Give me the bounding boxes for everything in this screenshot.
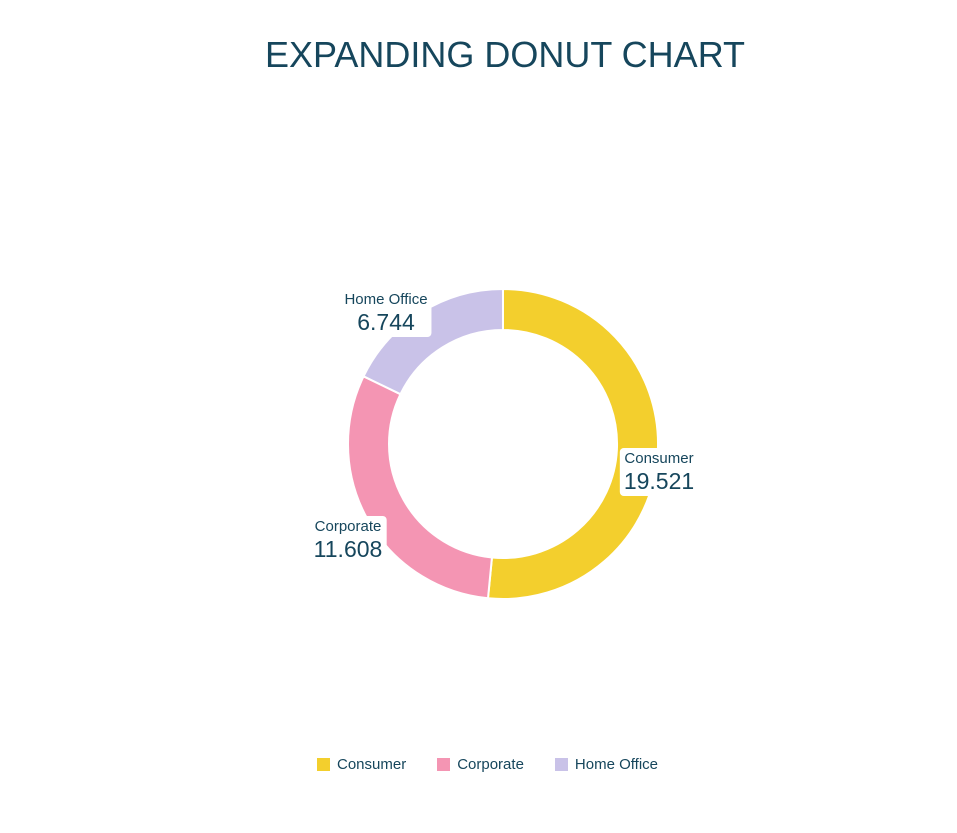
slice-category-name: Corporate bbox=[314, 518, 382, 535]
legend-label: Consumer bbox=[337, 756, 407, 773]
donut-slice-consumer[interactable] bbox=[486, 288, 659, 600]
slice-value: 11.608 bbox=[313, 536, 383, 562]
legend-swatch-home-office-icon bbox=[554, 758, 568, 771]
legend-item-home-office[interactable]: Home Office bbox=[554, 756, 658, 773]
chart-title: EXPANDING DONUT CHART bbox=[264, 34, 746, 75]
legend: Consumer Corporate Home Office bbox=[317, 756, 658, 773]
legend-item-corporate[interactable]: Corporate bbox=[437, 756, 524, 773]
slice-label-home-office: Home Office 6.744 bbox=[340, 289, 432, 337]
slice-label-consumer: Consumer 19.521 bbox=[619, 448, 699, 496]
donut-slice-corporate[interactable] bbox=[347, 375, 493, 600]
slice-category-name: Home Office bbox=[344, 291, 428, 308]
legend-item-consumer[interactable]: Consumer bbox=[317, 756, 406, 773]
slice-category-name: Consumer bbox=[624, 450, 694, 467]
legend-label: Home Office bbox=[574, 756, 658, 773]
legend-label: Corporate bbox=[457, 756, 524, 773]
slice-label-corporate: Corporate 11.608 bbox=[309, 516, 387, 564]
legend-swatch-consumer-icon bbox=[317, 758, 330, 771]
legend-swatch-corporate-icon bbox=[437, 758, 451, 771]
slice-value: 6.744 bbox=[357, 309, 415, 335]
slice-value: 19.521 bbox=[623, 468, 695, 494]
